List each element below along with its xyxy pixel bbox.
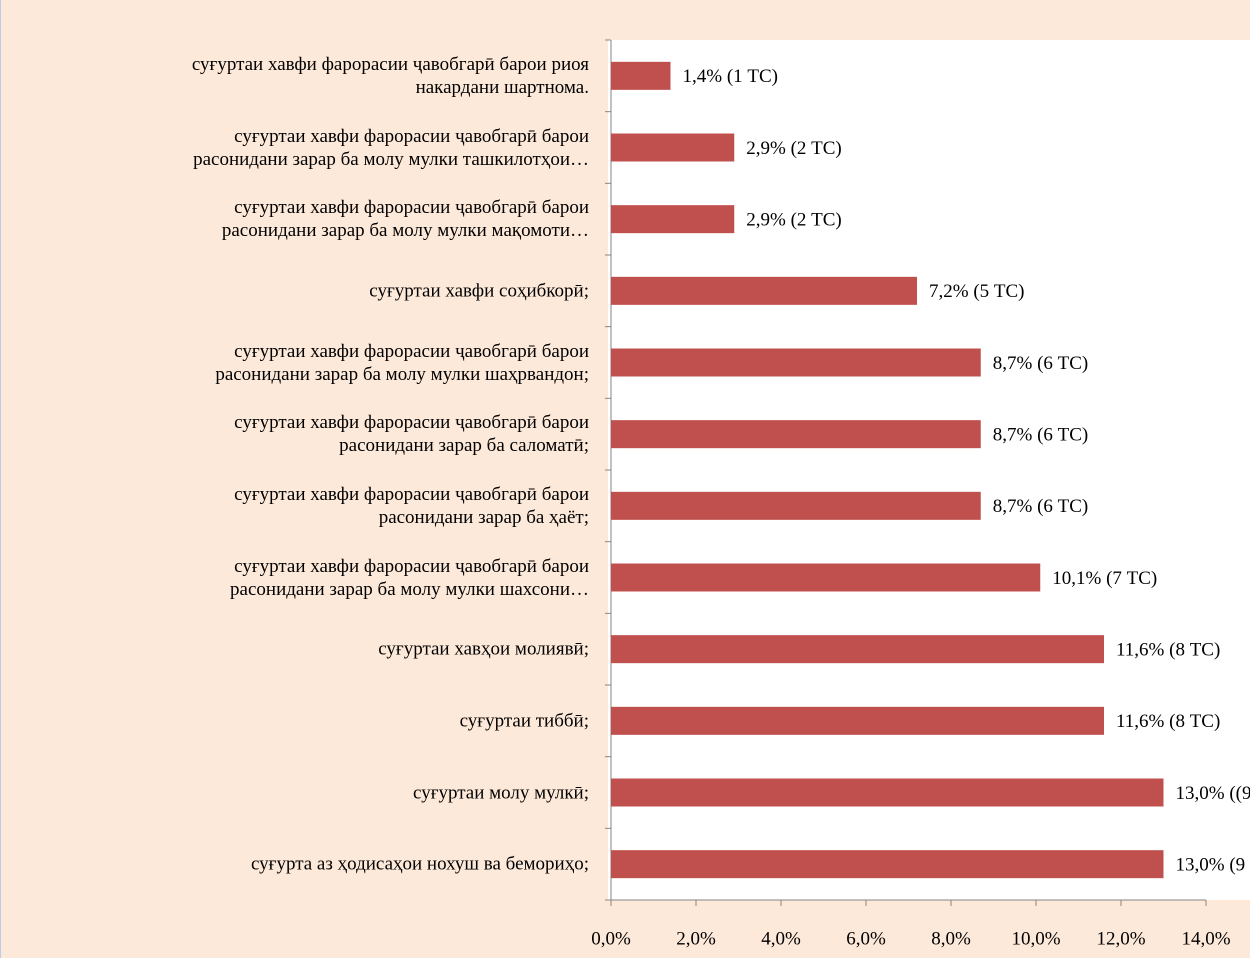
data-label: 8,7% (6 ТС) xyxy=(993,425,1089,446)
y-tick-label: суғуртаи хавфи соҳибкорӣ; xyxy=(369,280,589,302)
bar xyxy=(611,563,1041,592)
plot-area xyxy=(608,40,1250,900)
bar xyxy=(611,778,1164,807)
bar xyxy=(611,61,671,90)
y-tick-label: суғуртаи хавфи фарорасии ҷавобгарӣ барои… xyxy=(234,412,589,457)
bar xyxy=(611,420,981,449)
x-tick-label: 4,0% xyxy=(761,928,801,949)
x-tick-label: 2,0% xyxy=(676,928,716,949)
bar xyxy=(611,635,1104,664)
x-tick-label: 14,0% xyxy=(1181,928,1230,949)
data-label: 2,9% (2 ТС) xyxy=(746,210,842,231)
bar xyxy=(611,133,735,162)
data-label: 2,9% (2 ТС) xyxy=(746,138,842,159)
x-tick-label: 12,0% xyxy=(1096,928,1145,949)
bar xyxy=(611,205,735,234)
y-tick-label: суғуртаи хавфи фарорасии ҷавобгарӣ барои… xyxy=(221,197,589,242)
x-tick-label: 0,0% xyxy=(591,928,631,949)
data-label: 8,7% (6 ТС) xyxy=(993,353,1089,374)
x-tick-label: 10,0% xyxy=(1011,928,1060,949)
data-label: 1,4% (1 ТС) xyxy=(683,66,779,87)
y-tick-label: суғуртаи хавҳои молиявӣ; xyxy=(378,638,589,660)
x-tick-label: 6,0% xyxy=(846,928,886,949)
data-label: 7,2% (5 ТС) xyxy=(929,281,1025,302)
bar xyxy=(611,348,981,377)
bar xyxy=(611,276,917,305)
x-tick-label: 8,0% xyxy=(931,928,971,949)
bar xyxy=(611,491,981,520)
data-label: 11,6% (8 ТС) xyxy=(1116,640,1220,661)
y-tick-label: суғуртаи тиббӣ; xyxy=(459,710,589,732)
data-label: 13,0% (9 ТС) xyxy=(1176,855,1250,876)
bar xyxy=(611,706,1104,735)
y-tick-label: суғуртаи молу мулкӣ; xyxy=(413,782,589,803)
data-label: 13,0% ((9 ТС) xyxy=(1176,783,1250,804)
data-label: 10,1% (7 ТС) xyxy=(1052,568,1157,589)
y-tick-label: суғуртаи хавфи фарорасии ҷавобгарӣ барои… xyxy=(191,53,589,98)
y-tick-label: суғуртаи хавфи фарорасии ҷавобгарӣ барои… xyxy=(193,125,589,170)
data-label: 8,7% (6 ТС) xyxy=(993,496,1089,517)
y-tick-label: суғуртаи хавфи фарорасии ҷавобгарӣ барои… xyxy=(234,483,589,528)
y-tick-label: суғурта аз ҳодисаҳои нохуш ва бемориҳо; xyxy=(250,853,589,875)
y-tick-label: суғуртаи хавфи фарорасии ҷавобгарӣ барои… xyxy=(215,340,589,385)
data-label: 11,6% (8 ТС) xyxy=(1116,711,1220,732)
bar xyxy=(611,850,1164,879)
y-tick-label: суғуртаи хавфи фарорасии ҷавобгарӣ барои… xyxy=(230,555,589,600)
